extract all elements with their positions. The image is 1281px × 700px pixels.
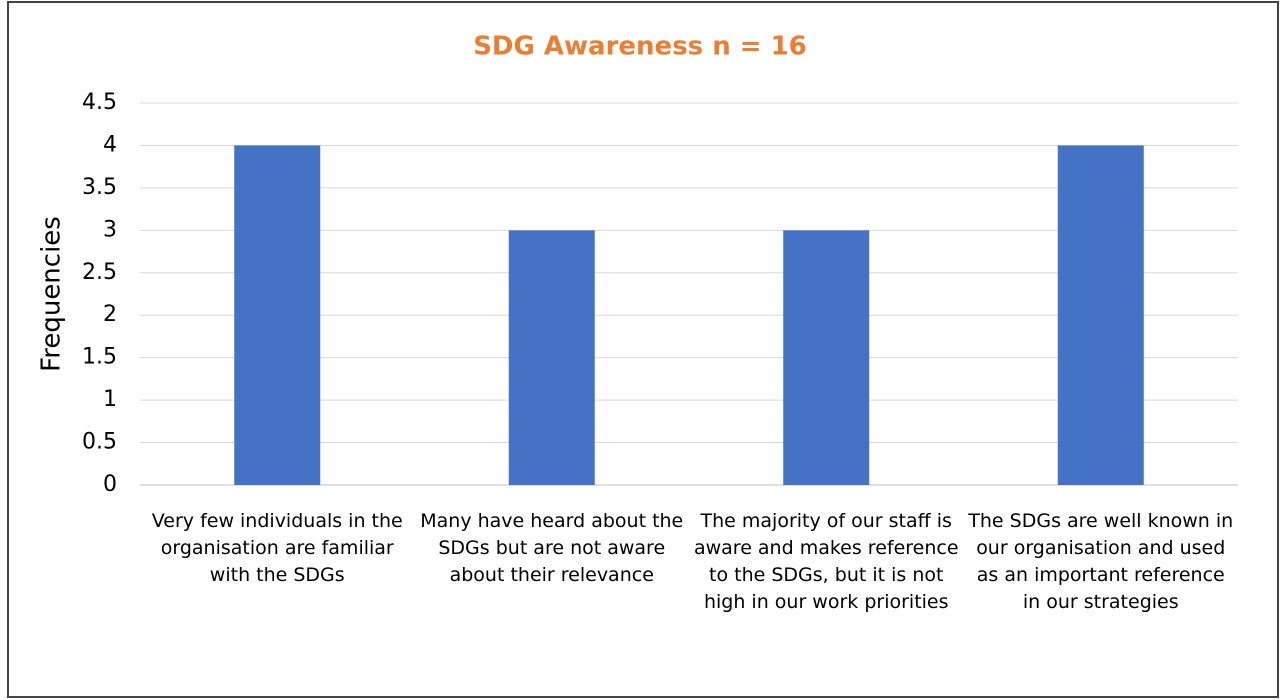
y-tick-label: 3 <box>103 217 117 242</box>
y-tick-label: 2.5 <box>82 260 117 285</box>
y-tick-label: 4.5 <box>82 90 117 115</box>
y-tick-label: 0 <box>103 472 117 497</box>
x-tick-label: The SDGs are well known in our organisat… <box>968 510 1234 613</box>
bar <box>508 230 595 485</box>
y-tick-label: 2 <box>103 302 117 327</box>
bar <box>783 230 870 485</box>
y-tick-label: 1.5 <box>82 345 117 370</box>
y-tick-label: 0.5 <box>82 430 117 455</box>
x-tick-label: Many have heard about the SDGs but are n… <box>420 510 684 586</box>
y-tick-label: 4 <box>103 132 117 157</box>
x-tick-label: The majority of our staff is aware and m… <box>693 510 959 613</box>
chart-title: SDG Awareness n = 16 <box>473 32 807 62</box>
bar <box>1057 145 1144 485</box>
y-tick-label: 1 <box>103 387 117 412</box>
y-axis-label: Frequencies <box>37 216 67 372</box>
x-tick-label: Very few individuals in the organisation… <box>151 510 403 586</box>
y-tick-label: 3.5 <box>82 175 117 200</box>
bar <box>234 145 321 485</box>
